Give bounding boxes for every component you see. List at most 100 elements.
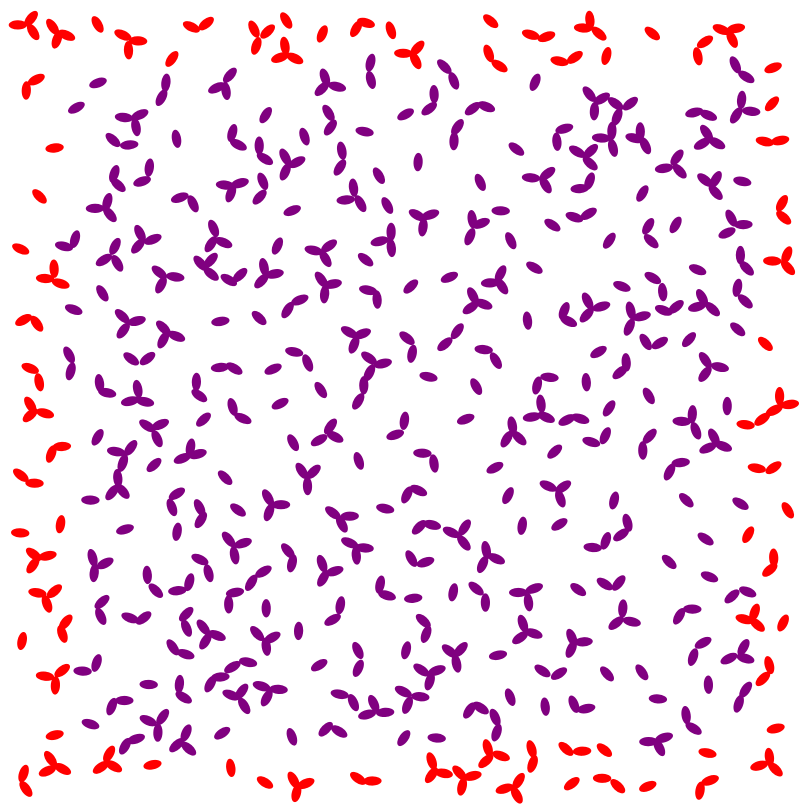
particle-ellipse-342 [441, 644, 458, 658]
particle-ellipse-48 [176, 648, 195, 660]
particle-ellipse-309 [194, 511, 208, 529]
particle-ellipse-277 [328, 81, 347, 92]
particle-ellipse-311 [483, 14, 499, 29]
particle-ellipse-558 [264, 363, 282, 375]
particle-ellipse-41 [225, 587, 245, 598]
particle-ellipse-370 [618, 599, 628, 618]
particle-ellipse-576 [610, 779, 626, 794]
particle-ellipse-297 [470, 378, 483, 395]
particle-ellipse-600 [118, 737, 132, 755]
particle-ellipse-404 [755, 136, 774, 147]
particle-ellipse-330 [607, 121, 617, 141]
particle-ellipse-337 [525, 583, 543, 594]
particle-ellipse-37 [434, 768, 453, 779]
particle-ellipse-498 [487, 553, 505, 565]
particle-ellipse-394 [26, 23, 40, 41]
particle-ellipse-458 [214, 726, 231, 740]
particle-ellipse-154 [21, 81, 31, 100]
particle-ellipse-641 [180, 724, 192, 742]
particle-ellipse-6 [511, 430, 527, 446]
particle-ellipse-319 [563, 777, 580, 791]
particle-ellipse-523 [577, 703, 596, 714]
particle-ellipse-180 [286, 554, 298, 573]
particle-ellipse-632 [725, 209, 738, 227]
particle-ellipse-322 [224, 660, 241, 674]
particle-ellipse-44 [735, 245, 746, 265]
particle-ellipse-292 [167, 330, 186, 342]
particle-ellipse-351 [175, 691, 192, 704]
particle-ellipse-202 [418, 218, 428, 237]
particle-ellipse-410 [655, 732, 673, 743]
particle-ellipse-27 [757, 336, 773, 351]
particle-ellipse-517 [589, 102, 600, 121]
particle-ellipse-152 [139, 679, 158, 690]
particle-ellipse-499 [476, 555, 489, 574]
particle-ellipse-607 [502, 487, 514, 505]
particle-ellipse-409 [639, 736, 658, 747]
particle-ellipse-306 [765, 404, 783, 417]
particle-ellipse-54 [287, 771, 300, 789]
particle-ellipse-506 [581, 373, 591, 392]
particle-ellipse-443 [353, 452, 365, 470]
particle-ellipse-532 [115, 695, 134, 706]
particle-ellipse-243 [285, 347, 304, 357]
particle-ellipse-46 [669, 216, 682, 234]
particle-ellipse-89 [49, 259, 59, 278]
particle-ellipse-254 [92, 760, 109, 774]
particle-ellipse-518 [582, 86, 597, 102]
particle-ellipse-118 [208, 82, 226, 94]
particle-ellipse-460 [124, 440, 138, 456]
particle-ellipse-571 [583, 542, 602, 553]
particle-ellipse-562 [323, 279, 342, 289]
particle-ellipse-3 [229, 138, 247, 151]
particle-ellipse-113 [325, 506, 341, 520]
particle-ellipse-163 [96, 285, 109, 302]
particle-ellipse-398 [489, 708, 501, 727]
particle-ellipse-232 [316, 25, 328, 43]
particle-ellipse-419 [700, 124, 713, 141]
particle-ellipse-157 [279, 163, 291, 181]
particle-ellipse-276 [319, 68, 331, 87]
particle-ellipse-390 [283, 205, 301, 217]
particle-ellipse-328 [607, 138, 619, 157]
particle-ellipse-273 [131, 238, 145, 254]
particle-ellipse-358 [131, 109, 149, 121]
particle-ellipse-315 [407, 344, 417, 363]
particle-ellipse-210 [480, 593, 491, 612]
particle-ellipse-42 [224, 595, 234, 614]
particle-ellipse-557 [560, 315, 578, 328]
particle-ellipse-402 [123, 352, 140, 366]
particle-ellipse-192 [94, 594, 110, 610]
particle-ellipse-582 [180, 619, 193, 637]
particle-ellipse-587 [580, 207, 597, 220]
particle-ellipse-430 [375, 707, 395, 718]
particle-ellipse-225 [370, 236, 389, 247]
particle-ellipse-80 [121, 612, 139, 624]
particle-ellipse-57 [690, 422, 702, 440]
particle-ellipse-32 [672, 163, 687, 179]
particle-ellipse-531 [226, 758, 236, 778]
particle-ellipse-301 [450, 323, 464, 340]
particle-ellipse-167 [732, 278, 743, 297]
particle-ellipse-2 [227, 124, 238, 142]
particle-ellipse-43 [271, 397, 289, 410]
particle-ellipse-507 [65, 362, 76, 381]
particle-ellipse-186 [386, 429, 405, 441]
particle-ellipse-217 [127, 315, 146, 327]
particle-ellipse-251 [172, 522, 182, 541]
particle-ellipse-248 [623, 318, 635, 336]
particle-ellipse-493 [574, 637, 593, 647]
particle-ellipse-544 [139, 419, 156, 433]
particle-ellipse-515 [57, 29, 76, 41]
particle-ellipse-564 [91, 429, 104, 446]
particle-ellipse-584 [537, 411, 555, 424]
particle-ellipse-94 [457, 535, 471, 551]
particle-ellipse-627 [255, 565, 272, 578]
particle-ellipse-158 [306, 464, 321, 480]
particle-ellipse-437 [755, 671, 771, 687]
particle-ellipse-213 [697, 532, 714, 546]
particle-ellipse-403 [139, 351, 156, 366]
particle-ellipse-487 [325, 565, 344, 577]
particle-ellipse-282 [81, 495, 100, 505]
